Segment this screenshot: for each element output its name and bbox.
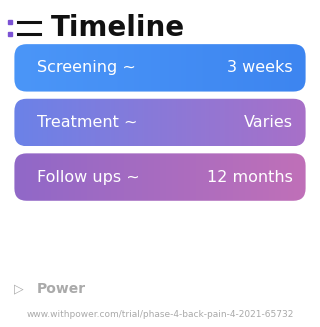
Text: Screening ~: Screening ~ [37,60,136,75]
Text: Varies: Varies [244,115,293,130]
Text: Timeline: Timeline [51,14,185,42]
Text: Follow ups ~: Follow ups ~ [37,170,140,184]
Text: ▷: ▷ [14,283,24,296]
Text: 3 weeks: 3 weeks [227,60,293,75]
Text: Power: Power [37,283,86,296]
Text: www.withpower.com/trial/phase-4-back-pain-4-2021-65732: www.withpower.com/trial/phase-4-back-pai… [26,310,294,319]
Text: Treatment ~: Treatment ~ [37,115,137,130]
Text: 12 months: 12 months [207,170,293,184]
